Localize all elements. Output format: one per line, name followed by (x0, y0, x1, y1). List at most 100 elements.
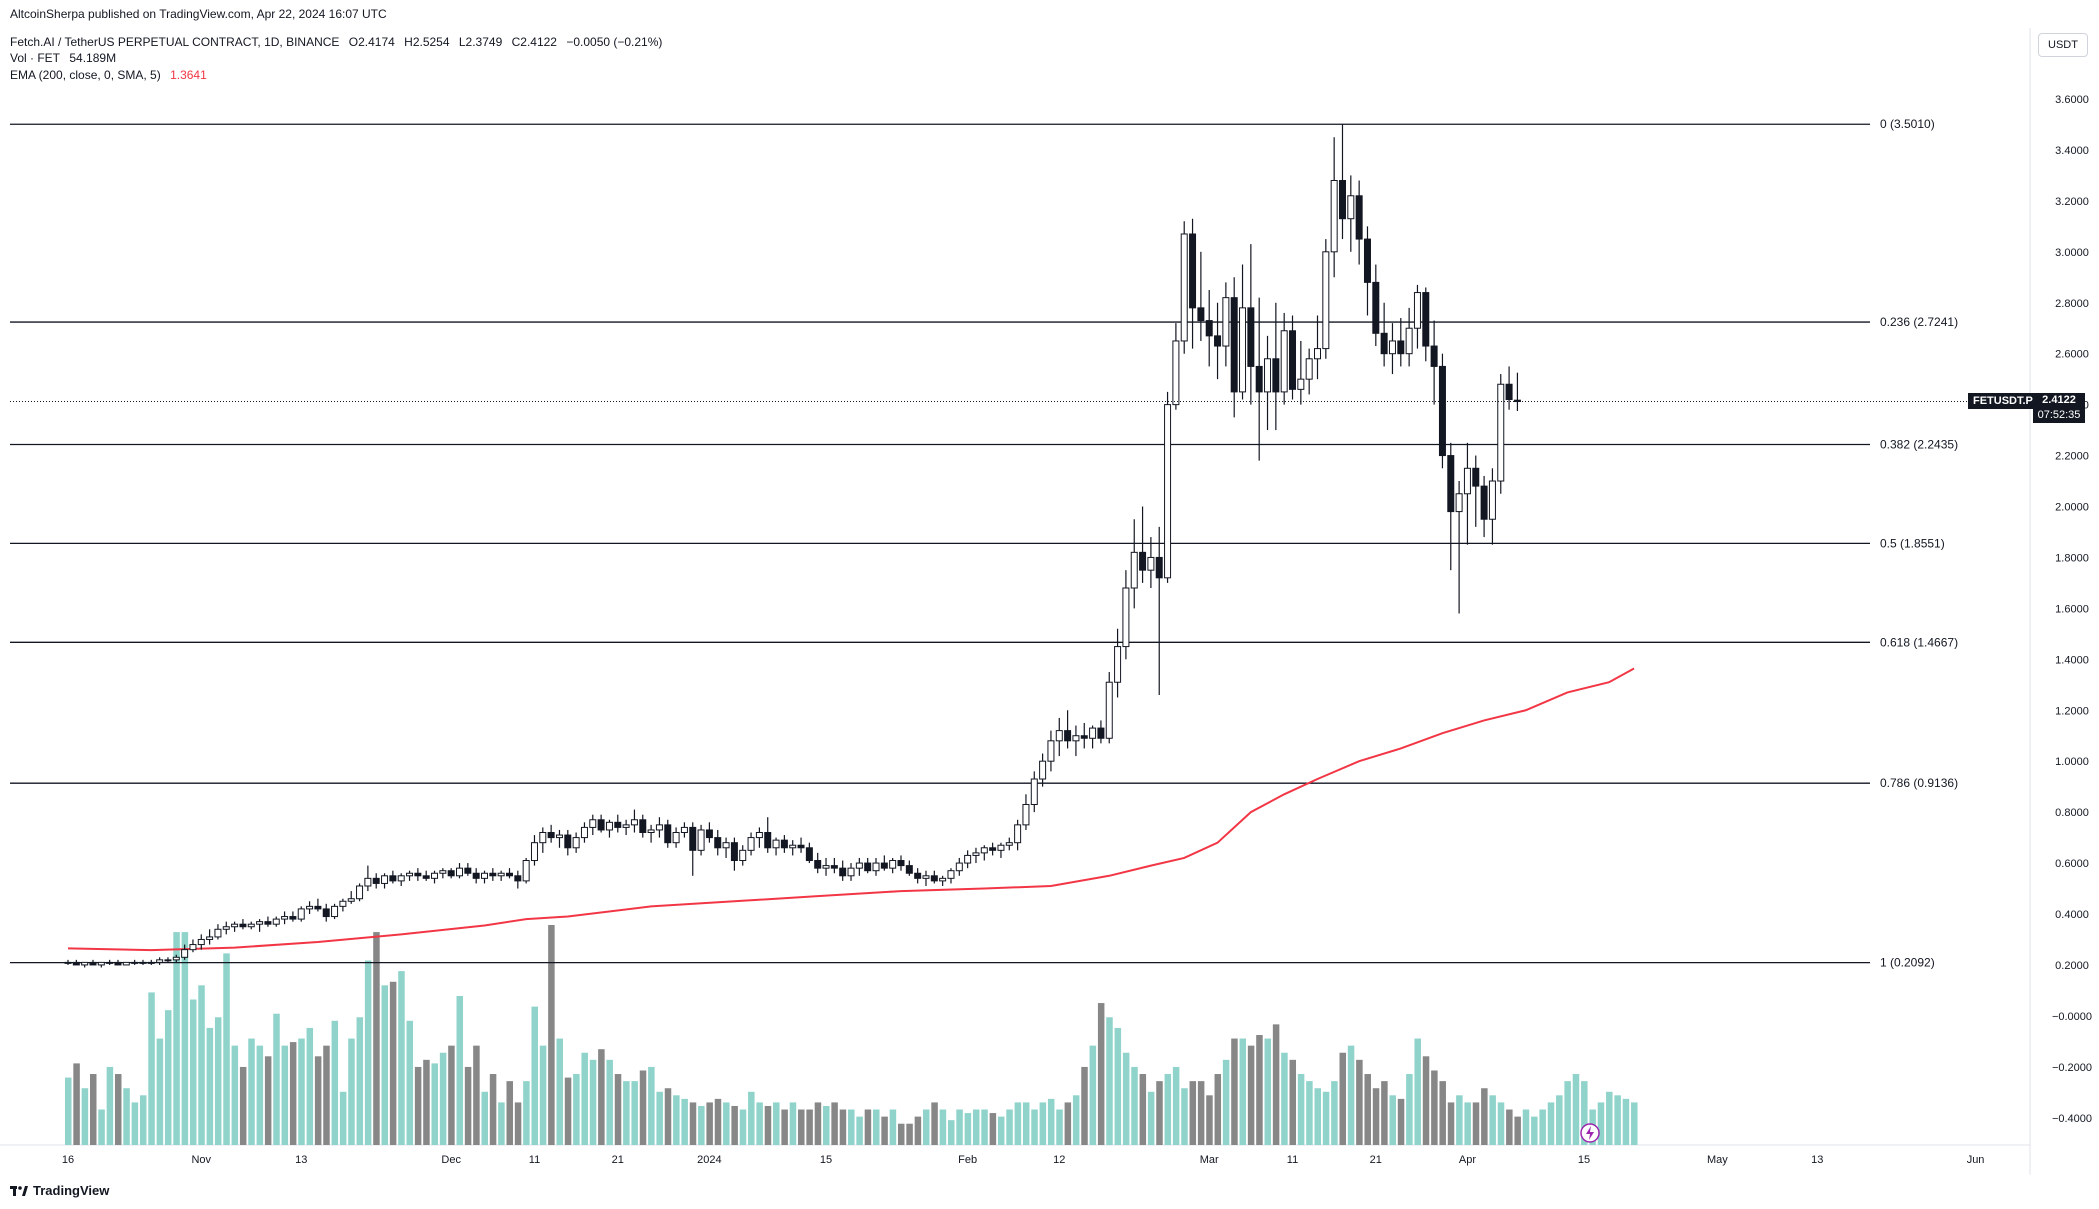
volume-bar (1456, 1095, 1463, 1145)
volume-bar (198, 985, 205, 1145)
volume-bar (1114, 1027, 1122, 1145)
volume-bar (1081, 1066, 1088, 1145)
volume-bar (839, 1109, 847, 1145)
candle-body (630, 819, 638, 826)
volume-bar (531, 1006, 538, 1145)
volume-bar (823, 1105, 830, 1145)
volume-bar (523, 1081, 530, 1145)
candle-body (955, 862, 963, 872)
time-tick-label: 21 (1370, 1154, 1382, 1166)
candles (64, 124, 1521, 968)
candle-body (1264, 358, 1272, 393)
fib-level-label: 0.236 (2.7241) (1880, 315, 1958, 329)
volume-bar (214, 1017, 222, 1145)
candle-body (555, 834, 563, 839)
time-tick-label: 12 (1053, 1154, 1065, 1166)
candle-body (489, 872, 497, 877)
candle-body (980, 847, 988, 854)
candle-body (172, 956, 180, 961)
candle-body (1239, 307, 1247, 393)
volume-bar (398, 971, 405, 1145)
volume-bar (1039, 1102, 1047, 1145)
volume-bar (997, 1116, 1005, 1145)
candle-body (372, 877, 380, 884)
volume-legend[interactable]: Vol · FET 54.189M (10, 51, 122, 65)
last-price-value: 2.4122 (2042, 394, 2076, 406)
candle-body (1064, 730, 1072, 742)
volume-bar (889, 1109, 897, 1145)
time-tick-label: 13 (295, 1154, 307, 1166)
symbol-legend[interactable]: Fetch.AI / TetherUS PERPETUAL CONTRACT, … (10, 35, 668, 49)
candle-body (614, 821, 622, 828)
volume-bar (448, 1045, 455, 1145)
volume-bar (1206, 1095, 1213, 1145)
candle-body (131, 961, 139, 964)
candle-body (206, 936, 214, 940)
price-tick-label: −0.0000 (2052, 1011, 2092, 1023)
fib-level-label: 0.786 (0.9136) (1880, 776, 1958, 790)
volume-bar (1089, 1045, 1097, 1145)
volume-bar (1122, 1052, 1130, 1145)
candle-body (381, 875, 389, 884)
tradingview-logo[interactable]: TradingView (10, 1183, 109, 1198)
volume-bar (739, 1109, 747, 1145)
ema-legend[interactable]: EMA (200, close, 0, SMA, 5) 1.3641 (10, 68, 213, 82)
volume-bar (556, 1038, 563, 1145)
candle-body (1297, 378, 1305, 390)
candle-body (1139, 551, 1147, 571)
candle-body (1055, 730, 1063, 742)
volume-bar (573, 1074, 580, 1145)
candle-body (389, 875, 397, 882)
volume-bar (623, 1081, 630, 1145)
candle-body (522, 860, 530, 882)
volume-bar (1622, 1098, 1630, 1145)
candle-body (1472, 467, 1480, 487)
price-tick-label: 0.2000 (2055, 960, 2089, 972)
candle-body (1388, 340, 1396, 355)
volume-bar (1414, 1038, 1421, 1145)
volume-bar (456, 995, 464, 1145)
volume-bar (864, 1109, 872, 1145)
candle-body (730, 842, 738, 862)
fib-level-label: 0.382 (2.2435) (1880, 437, 1958, 451)
publisher-attribution: AltcoinSherpa published on TradingView.c… (10, 7, 387, 21)
candle-body (655, 824, 663, 831)
candle-body (889, 860, 897, 869)
candle-body (1338, 180, 1346, 220)
candle-body (356, 885, 364, 900)
candle-body (272, 918, 280, 925)
volume-bar (606, 1059, 613, 1145)
candle-body (1155, 556, 1163, 579)
candle-body (347, 898, 355, 902)
candle-body (947, 870, 955, 879)
volume-bar (331, 1020, 339, 1145)
volume-bar (631, 1081, 638, 1145)
volume-bar (989, 1113, 997, 1145)
candle-body (1497, 383, 1505, 482)
volume-bar (1572, 1074, 1580, 1145)
volume-bar (1614, 1095, 1621, 1145)
volume-bar (139, 1095, 147, 1145)
candle-body (264, 921, 272, 925)
candle-body (422, 875, 430, 879)
candle-body (997, 844, 1005, 851)
volume-bar (773, 1102, 780, 1145)
volume-bar (798, 1109, 805, 1145)
candle-body (1505, 383, 1513, 401)
candle-body (1363, 238, 1371, 283)
time-tick-label: Apr (1459, 1154, 1476, 1166)
volume-bar (1514, 1116, 1521, 1145)
volume-bar (323, 1045, 330, 1145)
currency-button[interactable]: USDT (2038, 33, 2088, 57)
candle-body (156, 959, 164, 963)
flash-icon[interactable] (1580, 1123, 1600, 1143)
candle-body (1122, 587, 1130, 648)
volume-bar (548, 925, 555, 1145)
candle-body (1022, 803, 1030, 826)
candle-body (1197, 307, 1205, 322)
candle-body (880, 862, 888, 869)
candle-body (306, 905, 314, 910)
volume-bar (298, 1038, 305, 1145)
bar-countdown: 07:52:35 (2037, 409, 2081, 421)
